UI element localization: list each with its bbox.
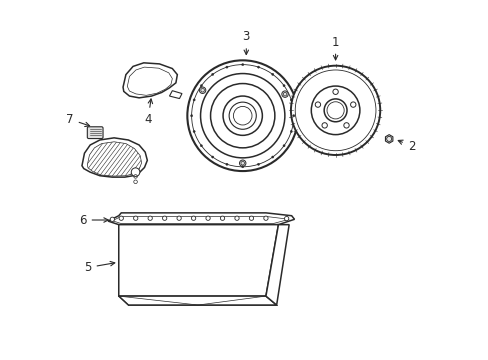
Circle shape	[283, 85, 285, 87]
Circle shape	[290, 130, 292, 132]
Circle shape	[239, 160, 245, 166]
Circle shape	[200, 85, 202, 87]
Circle shape	[321, 123, 326, 128]
Circle shape	[257, 66, 259, 68]
Circle shape	[257, 163, 259, 165]
Circle shape	[290, 99, 292, 101]
Circle shape	[233, 107, 251, 125]
Circle shape	[110, 217, 114, 221]
Polygon shape	[169, 91, 182, 99]
Circle shape	[162, 216, 166, 220]
Text: 6: 6	[79, 213, 108, 226]
Circle shape	[200, 73, 285, 158]
Circle shape	[234, 216, 239, 220]
Circle shape	[241, 166, 244, 168]
Circle shape	[131, 168, 140, 176]
Circle shape	[220, 216, 224, 220]
Circle shape	[350, 102, 355, 107]
Circle shape	[187, 60, 298, 171]
Circle shape	[199, 87, 205, 94]
Text: 5: 5	[84, 261, 115, 274]
Text: 1: 1	[331, 36, 339, 60]
Circle shape	[326, 102, 344, 119]
Polygon shape	[119, 225, 278, 296]
Text: 4: 4	[144, 99, 152, 126]
Circle shape	[292, 114, 294, 117]
Circle shape	[190, 114, 192, 117]
Circle shape	[133, 216, 138, 220]
Circle shape	[229, 102, 256, 129]
Circle shape	[324, 99, 346, 122]
Polygon shape	[385, 135, 392, 143]
Circle shape	[223, 96, 262, 135]
Circle shape	[119, 216, 123, 220]
Circle shape	[225, 66, 227, 68]
Circle shape	[177, 216, 181, 220]
Circle shape	[311, 86, 359, 135]
Polygon shape	[265, 225, 288, 305]
Circle shape	[193, 130, 195, 132]
Circle shape	[271, 73, 273, 76]
Circle shape	[148, 216, 152, 220]
Text: 3: 3	[242, 30, 249, 54]
Circle shape	[241, 64, 244, 66]
Text: 7: 7	[66, 113, 89, 127]
Circle shape	[193, 99, 195, 101]
Polygon shape	[82, 138, 147, 177]
Polygon shape	[119, 296, 276, 305]
Circle shape	[283, 145, 285, 147]
Circle shape	[211, 156, 213, 158]
Circle shape	[295, 70, 375, 151]
Circle shape	[315, 102, 320, 107]
Text: 2: 2	[397, 140, 414, 153]
FancyBboxPatch shape	[87, 127, 103, 139]
Circle shape	[205, 216, 210, 220]
Circle shape	[191, 64, 293, 167]
Circle shape	[191, 216, 195, 220]
Circle shape	[343, 123, 348, 128]
Circle shape	[211, 73, 213, 76]
Circle shape	[225, 163, 227, 165]
Circle shape	[200, 145, 202, 147]
Circle shape	[281, 91, 287, 97]
Circle shape	[263, 216, 267, 220]
Polygon shape	[123, 63, 177, 98]
Circle shape	[271, 156, 273, 158]
Circle shape	[284, 216, 288, 221]
Circle shape	[249, 216, 253, 220]
Polygon shape	[108, 213, 294, 225]
Circle shape	[210, 84, 274, 148]
Circle shape	[332, 89, 338, 94]
Circle shape	[290, 66, 380, 155]
